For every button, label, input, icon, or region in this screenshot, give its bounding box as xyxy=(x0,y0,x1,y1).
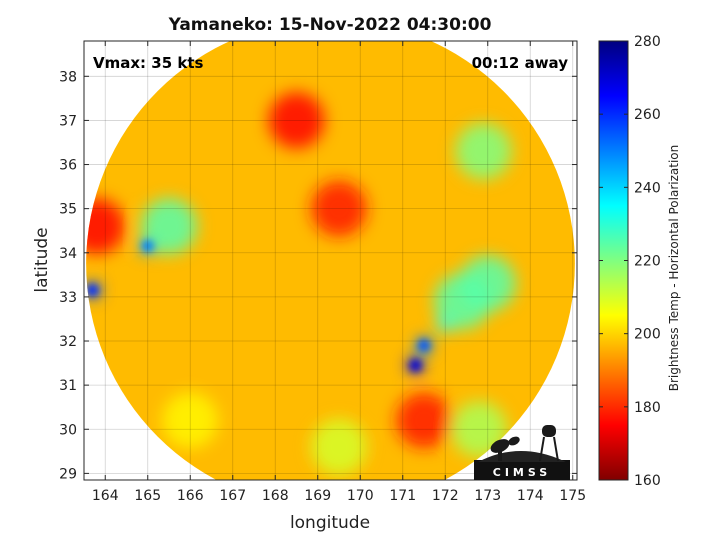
colorbar-tick-label: 200 xyxy=(634,327,661,343)
grid-lines xyxy=(84,41,577,480)
x-tick-label: 171 xyxy=(389,488,416,504)
colorbar: 160 180 200 220 240 260 280 Brightness Temp - … xyxy=(598,34,681,489)
swath-core-0 xyxy=(409,359,422,372)
logo-tower-leg-left xyxy=(539,436,545,462)
y-tick-label: 34 xyxy=(59,246,77,262)
swath-feature-6 xyxy=(141,198,197,255)
y-tick-label: 31 xyxy=(59,378,77,394)
swath-feature-7 xyxy=(459,255,516,312)
y-axis-ticks: 29 30 31 32 33 34 35 36 37 38 xyxy=(59,69,577,482)
logo-text: CIMSS xyxy=(493,466,551,479)
y-tick-label: 32 xyxy=(59,334,77,350)
x-tick-label: 167 xyxy=(219,488,246,504)
logo-dish-stand xyxy=(498,448,502,461)
logo-band xyxy=(474,460,570,480)
swath-feature-9 xyxy=(451,401,508,458)
x-tick-label: 164 xyxy=(92,488,119,504)
y-tick-label: 30 xyxy=(59,422,77,438)
y-tick-label: 38 xyxy=(59,69,77,85)
y-axis-label: latitude xyxy=(32,227,52,292)
colorbar-tick-label: 220 xyxy=(634,254,661,270)
x-tick-label: 175 xyxy=(559,488,586,504)
x-axis-ticks: 164 165 166 167 168 169 170 171 172 173 174 175 xyxy=(92,41,586,504)
time-away-annotation: 00:12 away xyxy=(472,54,569,72)
plot-frame xyxy=(83,40,578,481)
chart-title: Yamaneko: 15-Nov-2022 04:30:00 xyxy=(168,15,492,35)
cimss-logo: CIMSS xyxy=(474,425,570,480)
colorbar-tick-label: 160 xyxy=(634,473,661,489)
swath-feature-11 xyxy=(311,180,367,237)
swath-feature-15 xyxy=(86,198,125,255)
logo-tower-leg-right xyxy=(553,436,559,462)
x-tick-label: 168 xyxy=(262,488,289,504)
x-tick-label: 165 xyxy=(134,488,161,504)
colorbar-label: Brightness Temp - Horizontal Polarizatio… xyxy=(667,145,681,392)
swath-feature-14 xyxy=(162,392,219,449)
y-tick-label: 33 xyxy=(59,290,77,306)
plot-area: 164 165 166 167 168 169 170 171 172 173 174 175 29 3… xyxy=(59,40,586,504)
y-tick-label: 29 xyxy=(59,466,77,482)
x-tick-label: 170 xyxy=(347,488,374,504)
logo-dish-small xyxy=(508,436,520,446)
swath-field xyxy=(86,92,516,475)
swath-core-3 xyxy=(141,240,154,253)
x-tick-label: 172 xyxy=(432,488,459,504)
swath-cores xyxy=(86,240,430,372)
colorbar-tick-label: 260 xyxy=(634,107,661,123)
y-tick-label: 37 xyxy=(59,113,77,129)
y-tick-label: 35 xyxy=(59,202,77,218)
colorbar-tick-label: 180 xyxy=(634,400,661,416)
swath-image xyxy=(86,41,575,480)
swath-feature-13 xyxy=(311,418,367,475)
colorbar-tick-label: 240 xyxy=(634,180,661,196)
swath-core-1 xyxy=(418,339,430,352)
swath-core-2 xyxy=(86,284,99,297)
y-tick-label: 36 xyxy=(59,158,77,174)
x-tick-label: 174 xyxy=(517,488,544,504)
x-axis-label: longitude xyxy=(290,513,370,533)
colorbar-ticks: 160 180 200 220 240 260 280 xyxy=(599,34,661,489)
vmax-annotation: Vmax: 35 kts xyxy=(93,54,203,72)
x-tick-label: 166 xyxy=(177,488,204,504)
x-tick-label: 169 xyxy=(304,488,331,504)
colorbar-tick-label: 280 xyxy=(634,34,661,50)
x-tick-label: 173 xyxy=(474,488,501,504)
swath-feature-12 xyxy=(396,392,452,449)
swath-feature-10 xyxy=(268,92,325,149)
swath-feature-8 xyxy=(455,123,512,180)
logo-dish xyxy=(490,439,510,453)
logo-tower-tank xyxy=(542,425,556,437)
colorbar-gradient xyxy=(598,40,629,481)
